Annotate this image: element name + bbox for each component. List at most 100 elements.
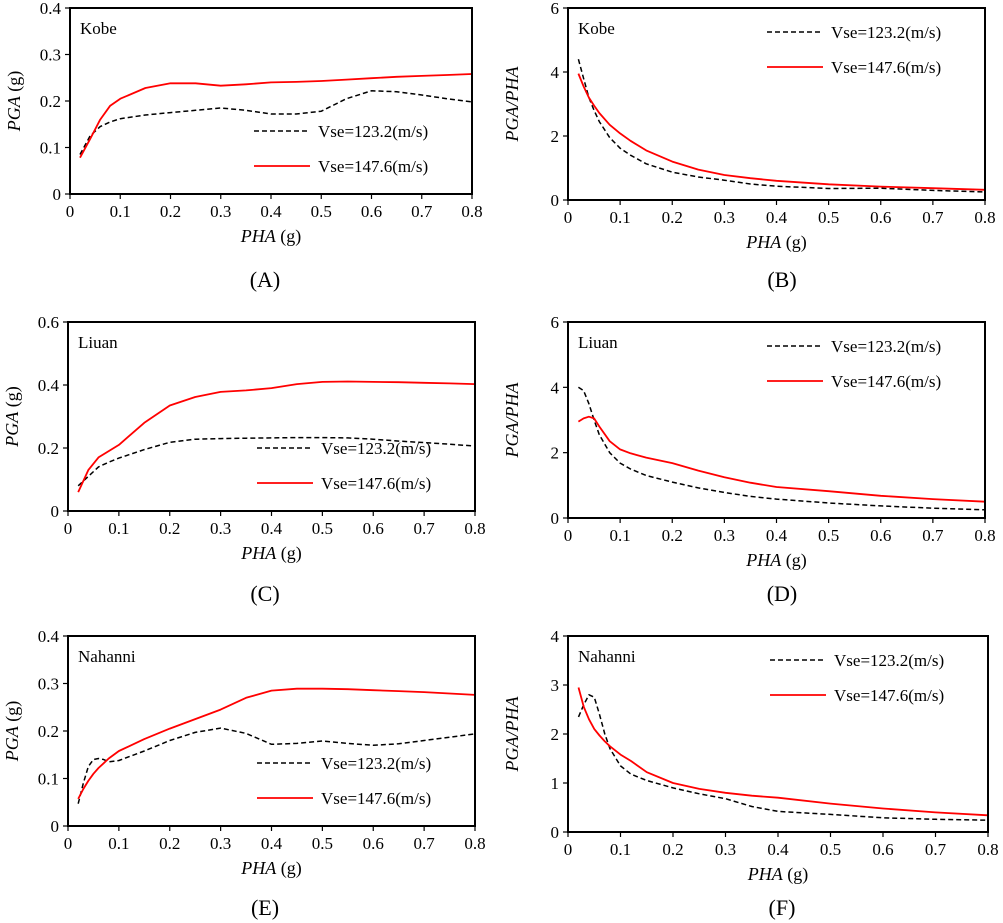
panel-e-x-axis-title: PHA (g) <box>240 858 302 879</box>
panel-e-y-axis-title: PGA (g) <box>2 701 23 763</box>
panel-f-annotation: Nahanni <box>578 647 636 666</box>
panel-e-y-tick-label: 0.3 <box>38 675 59 694</box>
panel-c-x-tick-label: 0.1 <box>108 519 129 538</box>
panel-c-series-line-1 <box>77 436 475 487</box>
panel-f-y-tick-label: 3 <box>551 676 560 695</box>
panel-d-y-tick-label: 4 <box>551 378 560 397</box>
panel-e-legend-label-2: Vse=147.6(m/s) <box>321 789 431 808</box>
panel-b-x-tick-label: 0.2 <box>662 208 683 227</box>
panel-f-y-tick-label: 1 <box>551 774 560 793</box>
panel-c-label: (C) <box>250 581 279 606</box>
panel-a-x-tick-label: 0.3 <box>210 202 231 221</box>
panel-d-x-tick-label: 0.4 <box>766 526 788 545</box>
panel-c-y-tick-label: 0 <box>51 502 60 521</box>
panel-c: 0 0.1 0.2 0.3 0.4 0.5 0.6 0.7 0.8 0 0.2 0.4 0.6 PHA (… <box>2 313 486 606</box>
panel-d-y-tick-label: 6 <box>551 313 560 332</box>
panel-f-y-tick-label: 2 <box>551 725 560 744</box>
panel-d-x-tick-label: 0.7 <box>922 526 944 545</box>
panel-f-legend-label-1: Vse=123.2(m/s) <box>834 651 944 670</box>
panel-f-legend-label-2: Vse=147.6(m/s) <box>834 686 944 705</box>
panel-b-series-line-2 <box>577 73 985 191</box>
panel-e-series-line-2 <box>77 687 475 800</box>
panel-e-x-tick-label: 0.4 <box>261 834 283 853</box>
panel-f-x-axis-title: PHA (g) <box>747 864 809 885</box>
panel-e-y-tick-label: 0.2 <box>38 722 59 741</box>
panel-a-x-tick-label: 0.2 <box>160 202 181 221</box>
panel-c-y-tick-label: 0.4 <box>38 376 60 395</box>
panel-a-label: (A) <box>250 267 281 292</box>
panel-f-series-line-2 <box>577 687 988 817</box>
panel-a-y-axis-title: PGA (g) <box>4 71 25 133</box>
panel-a-annotation: Kobe <box>80 19 117 38</box>
panel-c-x-tick-label: 0.3 <box>210 519 231 538</box>
panel-a-x-tick-label: 0.4 <box>260 202 282 221</box>
panel-d-label: (D) <box>767 581 798 606</box>
panel-a-x-tick-label: 0.8 <box>461 202 482 221</box>
panel-a-legend-label-2: Vse=147.6(m/s) <box>318 157 428 176</box>
panel-b-series-line-1 <box>577 59 985 193</box>
panel-a-x-tick-label: 0.1 <box>110 202 131 221</box>
panel-d-legend-label-2: Vse=147.6(m/s) <box>831 372 941 391</box>
panel-b-y-tick-label: 6 <box>551 0 560 18</box>
panel-c-x-tick-label: 0.6 <box>363 519 384 538</box>
panel-c-x-tick-label: 0.5 <box>312 519 333 538</box>
panel-b-y-axis-title: PGA/PHA <box>502 66 522 143</box>
panel-b-y-tick-label: 4 <box>551 63 560 82</box>
panel-d-legend-label-1: Vse=123.2(m/s) <box>831 337 941 356</box>
panel-b-x-tick-label: 0.3 <box>714 208 735 227</box>
panel-e-x-tick-label: 0.6 <box>363 834 384 853</box>
panel-b-y-tick-label: 0 <box>551 191 560 210</box>
panel-e-annotation: Nahanni <box>78 647 136 666</box>
panel-b-x-tick-label: 0.5 <box>818 208 839 227</box>
panel-a-y-tick-label: 0 <box>53 185 62 204</box>
panel-c-x-tick-label: 0.7 <box>414 519 436 538</box>
panel-d-series-line-2 <box>577 415 985 503</box>
panel-b-x-tick-label: 0 <box>564 208 573 227</box>
panel-a-x-axis-title: PHA (g) <box>240 226 302 247</box>
panel-a-series-line-2 <box>79 73 472 159</box>
panel-a-x-tick-label: 0.6 <box>361 202 382 221</box>
panel-c-x-tick-label: 0 <box>64 519 73 538</box>
panel-e-legend-label-1: Vse=123.2(m/s) <box>321 754 431 773</box>
panel-f-x-tick-label: 0.1 <box>610 840 631 859</box>
panel-b-x-tick-label: 0.1 <box>610 208 631 227</box>
panel-b-x-tick-label: 0.4 <box>766 208 788 227</box>
panel-b-annotation: Kobe <box>578 19 615 38</box>
panel-a: 0 0.1 0.2 0.3 0.4 0.5 0.6 0.7 0.8 0 0.1 0.2 0.3 0.4 PH… <box>4 0 483 292</box>
panel-f-y-tick-label: 0 <box>551 823 560 842</box>
panel-c-legend-label-1: Vse=123.2(m/s) <box>321 439 431 458</box>
panel-e: 0 0.1 0.2 0.3 0.4 0.5 0.6 0.7 0.8 0 0.1 0.2 0.3 0.4 PH… <box>2 627 486 920</box>
panel-c-x-axis-title: PHA (g) <box>240 543 302 564</box>
panel-c-x-tick-label: 0.4 <box>261 519 283 538</box>
panel-d-x-tick-label: 0.5 <box>818 526 839 545</box>
panel-f-x-tick-label: 0.5 <box>820 840 841 859</box>
panel-f-x-tick-label: 0.7 <box>925 840 947 859</box>
panel-f-y-tick-label: 4 <box>551 627 560 646</box>
panel-f-x-tick-label: 0.4 <box>767 840 789 859</box>
panel-e-y-tick-label: 0.4 <box>38 627 60 646</box>
panel-c-annotation: Liuan <box>78 333 118 352</box>
panel-b-label: (B) <box>767 267 796 292</box>
panel-c-x-tick-label: 0.8 <box>464 519 485 538</box>
panel-e-y-tick-label: 0.1 <box>38 770 59 789</box>
panel-f-series-line-1 <box>577 694 988 821</box>
panel-e-x-tick-label: 0.8 <box>464 834 485 853</box>
panel-a-x-tick-label: 0.5 <box>311 202 332 221</box>
panel-b-x-axis-title: PHA (g) <box>745 232 807 253</box>
panel-b-x-tick-label: 0.8 <box>974 208 995 227</box>
panel-f-x-tick-label: 0.8 <box>977 840 998 859</box>
panel-d-y-tick-label: 2 <box>551 444 560 463</box>
panel-d-x-tick-label: 0.3 <box>714 526 735 545</box>
panel-e-x-tick-label: 0.2 <box>159 834 180 853</box>
panel-c-y-axis-title: PGA (g) <box>2 386 23 448</box>
panel-b-y-tick-label: 2 <box>551 127 560 146</box>
panel-b-legend-label-1: Vse=123.2(m/s) <box>831 23 941 42</box>
panel-a-series-line-1 <box>79 90 472 155</box>
panel-a-y-tick-label: 0.3 <box>40 46 61 65</box>
panel-f-x-tick-label: 0.6 <box>872 840 893 859</box>
panel-b-legend-label-2: Vse=147.6(m/s) <box>831 58 941 77</box>
panel-a-y-tick-label: 0.4 <box>40 0 62 18</box>
panel-d-y-tick-label: 0 <box>551 509 560 528</box>
panel-e-series-line-1 <box>77 727 475 804</box>
panel-f-x-tick-label: 0.3 <box>715 840 736 859</box>
